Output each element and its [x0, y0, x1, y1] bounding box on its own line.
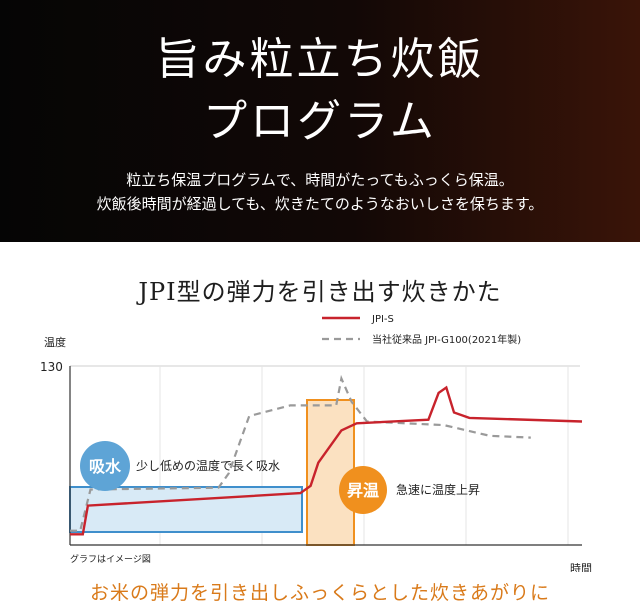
annotation-absorption: 吸水 少し低めの温度で長く吸水	[80, 441, 280, 491]
hero-description-line1: 粒立ち保温プログラムで、時間がたってもふっくら保温。	[126, 171, 514, 189]
y-axis-label: 温度	[44, 335, 66, 349]
x-axis-label: 時間	[570, 562, 592, 572]
chart-note: グラフはイメージ図	[70, 553, 151, 565]
hero-title-line2: プログラム	[203, 96, 437, 147]
absorption-badge-label: 吸水	[89, 457, 122, 476]
absorption-annotation-text: 少し低めの温度で長く吸水	[136, 458, 280, 473]
heating-badge	[339, 466, 387, 514]
legend-label-jpi-g100: 当社従来品 JPI-G100(2021年製)	[372, 333, 521, 346]
grid	[70, 365, 580, 545]
legend: JPI-S 当社従来品 JPI-G100(2021年製)	[322, 314, 521, 346]
legend-label-jpi-s: JPI-S	[371, 314, 394, 325]
absorption-phase-box	[69, 486, 303, 533]
absorption-badge	[80, 441, 130, 491]
heating-annotation-text: 急速に温度上昇	[396, 482, 480, 497]
hero-description-line2: 炊飯後時間が経過しても、炊きたてのようなおいしさを保ちます。	[96, 195, 544, 213]
footer-tagline: お米の弾力を引き出しふっくらとした炊きあがりに	[89, 582, 550, 604]
temperature-chart: 温度 130 時間 グラフはイメージ図 JPI-S 当社従来品 JPI-G100…	[40, 314, 592, 572]
series-line-jpi-s	[70, 385, 583, 536]
hero-title-line1: 旨み粒立ち炊飯	[155, 34, 485, 85]
annotation-heating: 昇温 急速に温度上昇	[339, 466, 480, 514]
chart-title: JPI型の弾力を引き出す炊きかた	[138, 278, 502, 306]
y-tick-label: 130	[40, 360, 63, 374]
heating-badge-label: 昇温	[347, 481, 379, 500]
hero-banner: 旨み粒立ち炊飯 プログラム 粒立ち保温プログラムで、時間がたってもふっくら保温。…	[0, 0, 640, 242]
